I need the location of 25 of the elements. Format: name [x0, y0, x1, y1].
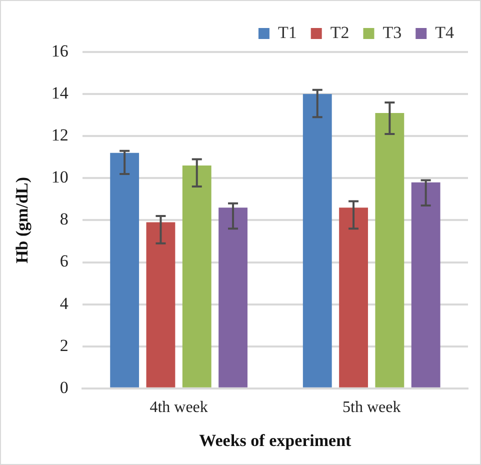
bar: [218, 208, 248, 388]
y-tick-label: 4: [60, 294, 69, 313]
legend-label: T3: [382, 22, 402, 42]
bar: [146, 222, 176, 388]
x-axis-title: Weeks of experiment: [199, 431, 352, 450]
bar: [339, 208, 368, 388]
y-axis-title: Hb (gm/dL): [12, 176, 32, 264]
y-tick-label: 6: [60, 252, 68, 271]
y-tick-label: 16: [51, 41, 68, 60]
x-tick-label: 5th week: [342, 399, 401, 416]
y-tick-label: 10: [51, 168, 68, 187]
bar: [182, 166, 212, 388]
x-tick-label: 4th week: [150, 399, 208, 416]
y-tick-label: 2: [60, 336, 68, 355]
bar: [302, 94, 332, 388]
legend-label: T4: [435, 22, 454, 42]
legend-label: T2: [330, 22, 350, 42]
bar: [110, 152, 140, 388]
y-tick-label: 14: [51, 84, 69, 103]
y-tick-label: 12: [51, 126, 68, 145]
y-tick-label: 8: [60, 210, 68, 229]
y-tick-label: 0: [60, 378, 68, 397]
bar: [375, 112, 404, 388]
bar: [411, 182, 440, 388]
legend-label: T1: [278, 22, 297, 42]
